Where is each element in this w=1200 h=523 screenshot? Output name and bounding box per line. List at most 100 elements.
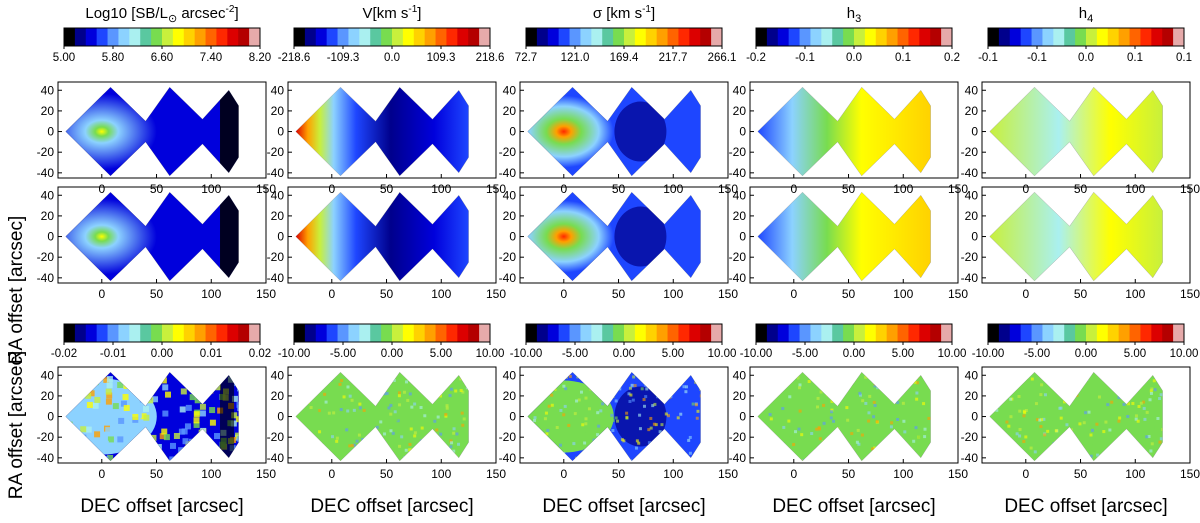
colorbar-swatch (1053, 324, 1065, 342)
x-tick-label: 0 (98, 182, 105, 196)
colorbar-tick-label: -0.1 (1027, 52, 1047, 64)
y-tick-label: 40 (965, 83, 979, 97)
colorbar-swatch (172, 324, 185, 342)
colorbar-tick-label: -10.00 (972, 348, 1005, 360)
colorbar-swatch (402, 28, 415, 46)
colorbar-tick-label: -10.00 (740, 348, 773, 360)
colorbar-swatch (1042, 28, 1054, 46)
colorbar-swatch (392, 324, 404, 342)
colorbar-swatch (85, 28, 98, 46)
y-tick-label: 0 (971, 125, 978, 139)
colorbar-tick-label: 0.00 (381, 348, 403, 360)
colorbar-swatch (359, 28, 371, 46)
x-tick-label: 100 (431, 287, 451, 301)
colorbar-swatch (1162, 28, 1174, 46)
x-tick-label: 50 (1074, 182, 1088, 196)
x-tick-label: 100 (201, 467, 221, 481)
x-tick-label: 0 (328, 287, 335, 301)
colorbar-swatch (1151, 324, 1163, 342)
colorbar-tick-label: -5.00 (330, 348, 356, 360)
y-tick-label: 40 (965, 188, 979, 202)
colorbar-swatch (624, 28, 636, 46)
colorbar-swatch (227, 28, 239, 46)
colorbar-swatch (326, 28, 339, 46)
y-tick-label: 0 (971, 410, 978, 424)
colorbar-swatch (1151, 28, 1163, 46)
colorbar-tick-label: 0.00 (151, 348, 173, 360)
y-tick-label: 40 (271, 83, 285, 97)
colorbar-tick-label: 109.3 (427, 52, 456, 64)
colorbar-swatch (1009, 28, 1022, 46)
colorbar-swatch (74, 28, 87, 46)
y-tick-label: -40 (267, 451, 285, 465)
colorbar-swatch (988, 324, 1000, 342)
y-tick-label: 20 (271, 104, 285, 118)
colorbar-swatch (359, 324, 371, 342)
y-tick-label: -40 (729, 166, 747, 180)
colorbar-swatch (766, 324, 779, 342)
y-tick-label: 20 (41, 389, 55, 403)
residual-colorbar-0: -0.02 -0.01 0.00 0.01 0.02 (51, 323, 271, 360)
y-tick-label: -20 (961, 250, 979, 264)
x-tick-label: 0 (328, 467, 335, 481)
column-title-0: Log10 [SB/L⊙ arcsec-2] (85, 4, 238, 25)
x-tick-label: 50 (612, 182, 626, 196)
colorbar-tick-label: -5.00 (562, 348, 588, 360)
colorbar-swatch (1009, 324, 1022, 342)
y-tick-label: 40 (503, 83, 517, 97)
x-tick-label: 150 (718, 182, 738, 196)
y-tick-label: 0 (971, 230, 978, 244)
colorbar-swatch (624, 324, 636, 342)
y-tick-label: 0 (277, 410, 284, 424)
colorbar-swatch (1053, 28, 1065, 46)
colorbar-swatch (205, 324, 217, 342)
x-tick-label: 150 (1180, 467, 1200, 481)
panel-model-2 (519, 186, 729, 284)
colorbar-swatch (1173, 28, 1185, 46)
colorbar-tick-label: 0.1 (1127, 52, 1143, 64)
colorbar-swatch (238, 28, 250, 46)
colorbar-tick-label: 0.01 (200, 348, 222, 360)
x-tick-label: 100 (201, 287, 221, 301)
colorbar-tick-label: 0.1 (895, 52, 911, 64)
x-tick-label: 50 (842, 287, 856, 301)
colorbar-tick-label: 0.0 (1078, 52, 1094, 64)
colorbar-swatch (864, 324, 877, 342)
y-tick-label: -20 (729, 430, 747, 444)
x-tick-label: 50 (612, 467, 626, 481)
colorbar-swatch (1086, 28, 1098, 46)
colorbar-swatch (446, 28, 458, 46)
y-tick-label: -20 (267, 430, 285, 444)
colorbar-swatch (249, 324, 261, 342)
colorbar-swatch (1064, 28, 1076, 46)
x-tick-label: 50 (1074, 467, 1088, 481)
colorbar-swatch (1107, 324, 1120, 342)
y-tick-label: 20 (271, 209, 285, 223)
colorbar-swatch (249, 28, 261, 46)
colorbar-swatch (700, 324, 712, 342)
panel-residual-3 (749, 366, 959, 464)
colorbar-swatch (238, 324, 250, 342)
x-tick-label: 100 (663, 287, 683, 301)
colorbar-tick-label: -5.00 (792, 348, 818, 360)
colorbar-swatch (140, 28, 152, 46)
x-tick-label: 50 (150, 287, 164, 301)
y-tick-label: 20 (733, 389, 747, 403)
y-tick-label: -40 (499, 451, 517, 465)
colorbar-swatch (216, 324, 228, 342)
colorbar-swatch (96, 28, 109, 46)
y-tick-label: 0 (509, 230, 516, 244)
colorbar-swatch (1020, 28, 1033, 46)
panel-data-1 (287, 81, 497, 179)
panel-model-1 (287, 186, 497, 284)
colorbar-tick-label: 5.80 (102, 52, 124, 64)
colorbar-swatch (988, 28, 1000, 46)
colorbar-swatch (304, 324, 317, 342)
colorbar-tick-label: -0.2 (746, 52, 766, 64)
y-tick-label: 20 (503, 389, 517, 403)
colorbar-swatch (930, 324, 942, 342)
colorbar-swatch (304, 28, 317, 46)
colorbar-swatch (381, 324, 393, 342)
panel-model-0 (57, 186, 267, 284)
